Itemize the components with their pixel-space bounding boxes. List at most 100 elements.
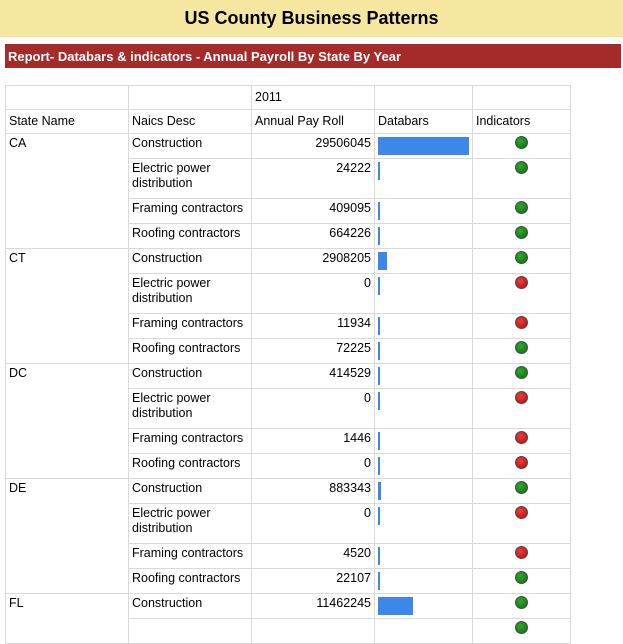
- table-row: CT Construction 2908205: [5, 248, 571, 364]
- payroll-value-cell: 883343: [251, 478, 375, 504]
- databar: [378, 432, 380, 450]
- payroll-value-cell: 11462245: [251, 593, 375, 619]
- databar-cell: [374, 453, 473, 479]
- databar-cell: [374, 543, 473, 569]
- databar: [378, 367, 380, 385]
- naics-desc-cell: Framing contractors: [128, 198, 252, 224]
- databar: [378, 277, 380, 295]
- indicator-cell: [472, 543, 571, 569]
- databar: [378, 457, 380, 475]
- naics-desc-cell: Construction: [128, 593, 252, 619]
- red-indicator-icon: [515, 316, 528, 329]
- naics-desc-cell: Roofing contractors: [128, 223, 252, 249]
- green-indicator-icon: [515, 161, 528, 174]
- green-indicator-icon: [515, 481, 528, 494]
- column-header-state: State Name: [5, 109, 129, 134]
- databar-cell: [374, 503, 473, 544]
- databar: [378, 392, 380, 410]
- table-row: Electric power distribution 0: [6, 388, 571, 429]
- databar: [378, 507, 380, 525]
- red-indicator-icon: [515, 391, 528, 404]
- header-blank-cell: [374, 85, 473, 110]
- databar-cell: [374, 618, 473, 644]
- report-header-text: Report- Databars & indicators - Annual P…: [8, 48, 402, 64]
- databar-cell: [374, 313, 473, 339]
- databar-cell: [374, 388, 473, 429]
- table-row: Framing contractors 1446: [6, 428, 571, 454]
- databar: [378, 342, 380, 360]
- indicator-cell: [472, 503, 571, 544]
- payroll-value-cell: [251, 618, 375, 644]
- databar: [378, 252, 387, 270]
- green-indicator-icon: [515, 621, 528, 634]
- indicator-cell: [472, 133, 571, 159]
- table-row: Electric power distribution 24222: [6, 158, 571, 199]
- payroll-table: 2011 State Name Naics Desc Annual Pay Ro…: [5, 85, 571, 644]
- indicator-cell: [472, 248, 571, 274]
- databar: [378, 572, 380, 590]
- indicator-cell: [472, 223, 571, 249]
- state-name-cell: DE: [5, 478, 129, 594]
- databar-cell: [374, 248, 473, 274]
- databar-cell: [374, 338, 473, 364]
- naics-desc-cell: Electric power distribution: [128, 503, 252, 544]
- databar: [378, 597, 414, 615]
- red-indicator-icon: [515, 506, 528, 519]
- databar-cell: [374, 478, 473, 504]
- green-indicator-icon: [515, 251, 528, 264]
- table-row: CA Construction 29506045: [5, 133, 571, 249]
- indicator-cell: [472, 313, 571, 339]
- payroll-value-cell: 0: [251, 273, 375, 314]
- green-indicator-icon: [515, 571, 528, 584]
- red-indicator-icon: [515, 456, 528, 469]
- naics-desc-cell: Construction: [128, 133, 252, 159]
- year-header-row: 2011: [5, 85, 571, 110]
- indicator-cell: [472, 428, 571, 454]
- databar-cell: [374, 428, 473, 454]
- column-header-databars: Databars: [374, 109, 473, 134]
- red-indicator-icon: [515, 276, 528, 289]
- naics-desc-cell: [128, 618, 252, 644]
- page-title-bar: US County Business Patterns: [0, 0, 623, 37]
- year-header: 2011: [251, 85, 375, 110]
- indicator-cell: [472, 388, 571, 429]
- payroll-value-cell: 29506045: [251, 133, 375, 159]
- payroll-value-cell: 1446: [251, 428, 375, 454]
- table-row: DC Construction 414529: [5, 363, 571, 479]
- naics-desc-cell: Construction: [128, 478, 252, 504]
- payroll-value-cell: 0: [251, 503, 375, 544]
- databar-cell: [374, 223, 473, 249]
- green-indicator-icon: [515, 366, 528, 379]
- databar: [378, 547, 380, 565]
- databar: [378, 202, 380, 220]
- indicator-cell: [472, 158, 571, 199]
- green-indicator-icon: [515, 136, 528, 149]
- payroll-value-cell: 2908205: [251, 248, 375, 274]
- indicator-cell: [472, 338, 571, 364]
- databar-cell: [374, 198, 473, 224]
- indicator-cell: [472, 568, 571, 594]
- databar-cell: [374, 158, 473, 199]
- indicator-cell: [472, 478, 571, 504]
- indicator-cell: [472, 198, 571, 224]
- naics-desc-cell: Electric power distribution: [128, 273, 252, 314]
- column-header-indicators: Indicators: [472, 109, 571, 134]
- table-row: Framing contractors 409095: [6, 198, 571, 224]
- red-indicator-icon: [515, 546, 528, 559]
- header-blank-cell: [128, 85, 252, 110]
- naics-desc-cell: Electric power distribution: [128, 388, 252, 429]
- indicator-cell: [472, 593, 571, 619]
- column-header-row: State Name Naics Desc Annual Pay Roll Da…: [5, 109, 571, 134]
- table-row: FL Construction 11462245: [5, 593, 571, 644]
- naics-desc-cell: Construction: [128, 363, 252, 389]
- payroll-value-cell: 414529: [251, 363, 375, 389]
- green-indicator-icon: [515, 341, 528, 354]
- payroll-value-cell: 22107: [251, 568, 375, 594]
- databar: [378, 162, 380, 180]
- databar-cell: [374, 273, 473, 314]
- state-name-cell: FL: [5, 593, 129, 644]
- naics-desc-cell: Electric power distribution: [128, 158, 252, 199]
- naics-desc-cell: Roofing contractors: [128, 568, 252, 594]
- databar-cell: [374, 133, 473, 159]
- payroll-value-cell: 409095: [251, 198, 375, 224]
